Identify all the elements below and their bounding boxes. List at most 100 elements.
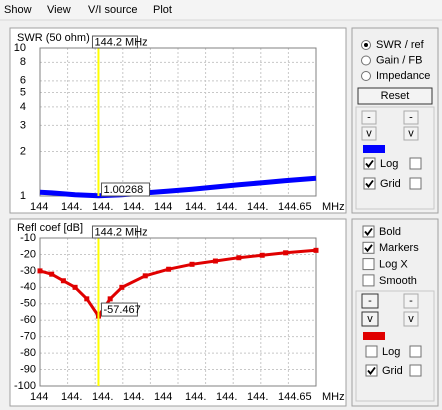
marker <box>166 266 172 272</box>
checkbox[interactable] <box>409 364 422 377</box>
y-tick-label: 10 <box>14 42 26 54</box>
menu-bar <box>0 0 442 20</box>
checkbox-label: Grid <box>380 178 401 190</box>
x-tick-label: 144 <box>30 391 48 403</box>
x-tick-label: 144 <box>154 201 172 213</box>
step-down-button[interactable] <box>361 311 379 327</box>
step-down-button[interactable] <box>361 126 377 141</box>
marker <box>60 278 66 284</box>
marker <box>313 247 319 253</box>
radio-label: Gain / FB <box>376 54 422 66</box>
y-tick-label: -20 <box>20 248 36 260</box>
y-tick-label: 1 <box>20 190 26 202</box>
y-tick-label: -30 <box>20 265 36 277</box>
step-down-button-text: v <box>367 313 373 325</box>
y-tick-label: -60 <box>20 314 36 326</box>
step-down-button[interactable] <box>403 311 419 327</box>
reset-button[interactable] <box>357 87 433 105</box>
y-tick-label: -50 <box>20 298 36 310</box>
marker <box>259 252 265 258</box>
checkbox-label: Grid <box>382 365 403 377</box>
x-tick-label: 144.65 <box>278 391 312 403</box>
color-swatch[interactable] <box>363 145 385 153</box>
color-swatch[interactable] <box>363 332 385 340</box>
step-up-button[interactable] <box>361 110 377 125</box>
grid-checkbox[interactable] <box>363 177 376 190</box>
marker <box>107 296 113 302</box>
step-down-button-text: v <box>366 127 372 139</box>
step-down-button-text: v <box>408 313 414 325</box>
marker <box>212 258 218 264</box>
y-tick-label: -90 <box>20 363 36 375</box>
x-tick-label: 144. <box>61 391 82 403</box>
option-checkbox[interactable] <box>362 241 375 254</box>
checkbox-label: Bold <box>379 226 401 238</box>
series-line <box>39 175 317 199</box>
y-tick-label: 2 <box>20 145 26 157</box>
group-box <box>355 106 435 210</box>
radio-dot <box>364 43 368 47</box>
radio-button[interactable] <box>361 55 371 66</box>
x-unit: MHz <box>322 201 345 213</box>
step-down-button[interactable] <box>403 126 419 141</box>
cursor-label-box <box>91 225 138 239</box>
option-checkbox[interactable] <box>362 225 375 238</box>
marker <box>283 250 289 256</box>
marker <box>84 296 90 302</box>
checkbox-label: Log X <box>379 259 408 271</box>
cursor-label-box <box>91 35 138 49</box>
step-up-button[interactable] <box>361 293 379 309</box>
option-checkbox[interactable] <box>362 274 375 287</box>
y-tick-label: 3 <box>20 119 26 131</box>
x-tick-label: 144. <box>92 391 113 403</box>
radio-button[interactable] <box>361 71 371 81</box>
y-tick-label: -40 <box>20 281 36 293</box>
grid-checkbox[interactable] <box>365 364 378 377</box>
x-tick-label: 144. <box>216 201 237 213</box>
checkbox[interactable] <box>409 157 422 170</box>
x-tick-label: 144 <box>154 391 172 403</box>
check-mark <box>367 366 376 375</box>
x-tick-label: 144. <box>247 391 268 403</box>
marker <box>72 284 78 290</box>
log-checkbox[interactable] <box>365 345 378 358</box>
plot-frame <box>39 237 317 387</box>
y-axis-label: Refl coef [dB] <box>17 222 83 234</box>
log-checkbox[interactable] <box>363 157 376 170</box>
y-tick-label: -10 <box>20 232 36 244</box>
x-tick-label: 144. <box>61 201 82 213</box>
menu-item[interactable]: Show <box>4 4 32 16</box>
step-up-button-text: - <box>409 111 413 123</box>
menu-item[interactable]: V/I source <box>88 4 138 16</box>
x-tick-label: 144. <box>123 201 144 213</box>
y-tick-label: 8 <box>20 56 26 68</box>
x-tick-label: 144. <box>247 201 268 213</box>
menu-item[interactable]: View <box>47 4 71 16</box>
y-tick-label: -80 <box>20 347 36 359</box>
step-up-button[interactable] <box>403 110 419 125</box>
reset-button-text: Reset <box>381 90 410 102</box>
checkbox[interactable] <box>409 177 422 190</box>
x-tick-label: 144. <box>216 391 237 403</box>
x-tick-label: 144. <box>185 201 206 213</box>
checkbox-label: Smooth <box>379 275 417 287</box>
step-up-button-text: - <box>367 111 371 123</box>
marker <box>37 268 43 274</box>
menu-item[interactable]: Plot <box>153 4 172 16</box>
y-tick-label: -100 <box>14 380 36 392</box>
check-mark <box>364 227 373 236</box>
step-up-button[interactable] <box>403 293 419 309</box>
checkbox-label: Log <box>380 158 398 170</box>
y-axis-label: SWR (50 ohm) <box>17 32 90 44</box>
radio-label: SWR / ref <box>376 39 425 51</box>
y-tick-label: 6 <box>20 75 26 87</box>
checkbox[interactable] <box>409 345 422 358</box>
step-up-button-text: - <box>368 295 372 307</box>
readout-value: -57.467 <box>103 304 140 316</box>
checkbox-label: Log <box>382 346 400 358</box>
option-checkbox[interactable] <box>362 258 375 271</box>
x-tick-label: 144. <box>123 391 144 403</box>
group-box <box>355 290 435 402</box>
check-mark <box>365 179 374 188</box>
